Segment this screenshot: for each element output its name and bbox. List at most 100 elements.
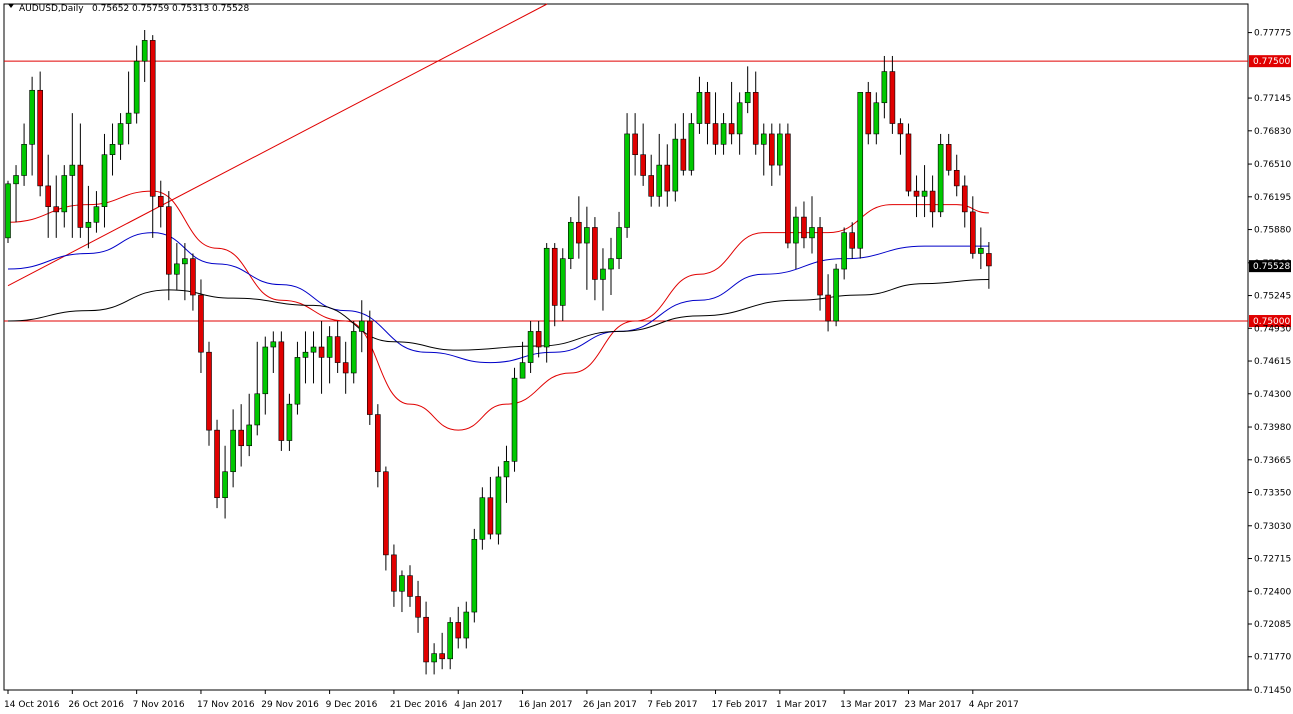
bear-candle: [391, 554, 397, 592]
bear-candle: [198, 294, 204, 353]
x-tick-label: 17 Nov 2016: [197, 700, 255, 710]
bear-candle: [407, 575, 413, 597]
bull-candle: [471, 538, 478, 613]
bull-candle: [125, 112, 132, 124]
x-axis: 14 Oct 2016 26 Oct 2016 7 Nov 2016 17 Nov 2…: [4, 690, 1019, 710]
level-price-label: 0.75000: [1253, 317, 1290, 327]
bear-candle: [801, 216, 807, 239]
x-tick-label: 13 Mar 2017: [840, 700, 897, 710]
bear-candle: [455, 622, 462, 639]
x-tick-label: 26 Jan 2017: [583, 700, 637, 710]
bull-candle: [873, 102, 880, 135]
y-axis: 0.77500 0.75000 0.77775 0.77145 0.76830 0.765…: [1248, 29, 1291, 696]
bear-candle: [969, 211, 976, 254]
dropdown-triangle-icon[interactable]: [8, 4, 14, 8]
bull-candle: [230, 429, 236, 473]
bull-candle: [720, 123, 727, 145]
bear-candle: [889, 71, 896, 124]
bear-candle: [45, 185, 52, 207]
bear-candle: [190, 258, 196, 296]
bull-candle: [85, 221, 92, 228]
y-tick-label: 0.71450: [1254, 686, 1291, 696]
y-tick-label: 0.73665: [1254, 456, 1291, 466]
y-tick-label: 0.72400: [1254, 587, 1291, 597]
bull-candle: [5, 183, 11, 239]
ma-red-line: [7, 190, 989, 431]
bull-candle: [133, 60, 140, 114]
bear-candle: [334, 336, 341, 363]
y-tick-label: 0.77775: [1254, 29, 1291, 39]
bear-candle: [640, 154, 646, 176]
bull-candle: [760, 133, 767, 145]
symbol-label: AUDUSD,Daily: [19, 4, 84, 14]
bull-candle: [777, 133, 783, 166]
bear-candle: [632, 133, 638, 156]
bull-candle: [921, 190, 928, 197]
high-value: 0.75759: [132, 4, 169, 14]
x-tick-label: 23 Mar 2017: [904, 700, 961, 710]
bull-candle: [503, 461, 510, 478]
y-tick-label: 0.73030: [1254, 522, 1291, 532]
bull-candle: [841, 232, 847, 270]
bear-candle: [383, 471, 389, 556]
y-tick-label: 0.74300: [1254, 390, 1291, 400]
y-tick-label: 0.75245: [1254, 292, 1291, 302]
bear-candle: [752, 92, 759, 145]
y-tick-label: 0.73980: [1254, 423, 1291, 433]
bear-candle: [865, 92, 872, 135]
bear-candle: [648, 175, 655, 197]
bull-candle: [358, 320, 365, 332]
bear-candle: [318, 346, 325, 358]
bear-candle: [728, 123, 735, 135]
bull-candle: [527, 331, 534, 363]
y-tick-label: 0.76510: [1254, 160, 1291, 170]
bear-candle: [913, 190, 920, 197]
bear-candle: [680, 138, 687, 171]
bull-candle: [182, 258, 188, 265]
bear-candle: [278, 341, 285, 441]
bear-candle: [929, 190, 936, 213]
bear-candle: [375, 414, 381, 473]
bear-candle: [768, 133, 775, 166]
bull-candle: [809, 227, 815, 239]
bull-candle: [559, 258, 566, 306]
bear-candle: [149, 40, 156, 197]
bear-candle: [704, 92, 711, 124]
bull-candle: [688, 123, 695, 171]
bull-candle: [222, 471, 228, 499]
y-tick-label: 0.75880: [1254, 226, 1291, 236]
x-tick-label: 29 Nov 2016: [261, 700, 319, 710]
bull-candle: [13, 175, 19, 185]
bear-candle: [166, 206, 172, 275]
bear-candle: [439, 653, 445, 660]
level-price-tag: [1249, 55, 1291, 68]
bull-candle: [495, 476, 502, 535]
bear-candle: [785, 133, 791, 244]
bull-candle: [431, 653, 437, 663]
bull-candle: [624, 133, 630, 228]
bull-candle: [672, 138, 679, 192]
bull-candle: [696, 92, 703, 124]
bull-candle: [270, 341, 277, 348]
bull-candle: [174, 263, 180, 275]
y-tick-label: 0.73350: [1254, 489, 1291, 499]
bull-candle: [447, 622, 454, 660]
bear-candle: [366, 320, 373, 415]
x-tick-label: 4 Jan 2017: [454, 700, 502, 710]
bull-candle: [61, 175, 68, 213]
x-tick-label: 14 Oct 2016: [4, 700, 60, 710]
bear-candle: [77, 164, 84, 228]
bull-candle: [567, 221, 574, 259]
x-tick-label: 16 Jan 2017: [519, 700, 573, 710]
bear-candle: [487, 497, 494, 535]
bull-candle: [350, 331, 357, 374]
level-price-label: 0.77500: [1253, 57, 1290, 67]
bear-candle: [53, 206, 60, 213]
bull-candle: [117, 123, 124, 145]
y-tick-label: 0.72085: [1254, 620, 1291, 630]
bull-candle: [109, 144, 116, 156]
x-tick-label: 17 Feb 2017: [712, 700, 768, 710]
bear-candle: [423, 616, 429, 663]
bull-candle: [608, 258, 614, 270]
